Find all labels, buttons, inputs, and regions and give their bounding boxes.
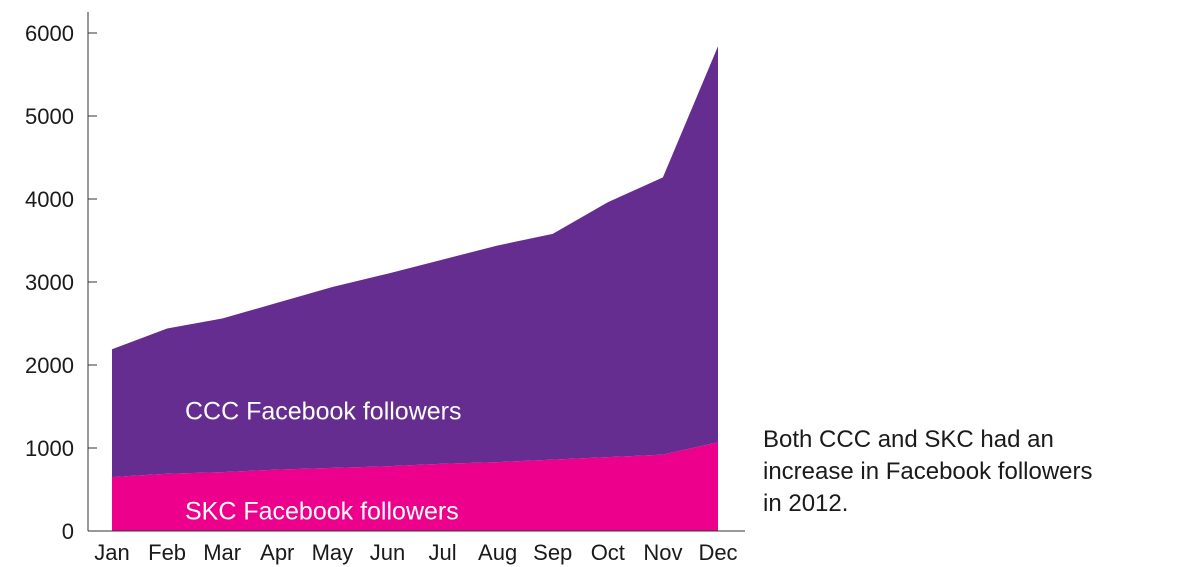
y-tick-label: 3000	[25, 270, 74, 295]
chart-areas	[111, 46, 719, 531]
y-tick-label: 2000	[25, 353, 74, 378]
x-tick-label: Jan	[94, 540, 129, 565]
y-tick-label: 4000	[25, 187, 74, 212]
y-tick-label: 6000	[25, 21, 74, 46]
x-tick-label: Oct	[591, 540, 625, 565]
area-series-0	[112, 442, 718, 531]
x-tick-label: Sep	[533, 540, 572, 565]
annotation-line: in 2012.	[763, 490, 849, 517]
chart-annotation: Both CCC and SKC had an increase in Face…	[763, 424, 1203, 520]
annotation-line: increase in Facebook followers	[763, 458, 1093, 485]
annotation-line: Both CCC and SKC had an	[763, 426, 1054, 453]
x-tick-label: Dec	[698, 540, 737, 565]
x-tick-label: Apr	[260, 540, 294, 565]
x-tick-label: Aug	[478, 540, 517, 565]
area-series-1	[112, 46, 718, 478]
chart-labels: SKC Facebook followers CCC Facebook follo…	[185, 398, 462, 526]
x-tick-label: Nov	[643, 540, 682, 565]
x-tick-label: Mar	[203, 540, 241, 565]
x-tick-label: Feb	[148, 540, 186, 565]
chart-axes: 0 1000 2000 3000 4000 5000 6000 Jan Feb Mar Apr May…	[25, 12, 745, 565]
x-tick-label: May	[312, 540, 354, 565]
x-tick-label: Jun	[370, 540, 405, 565]
series-label-1: CCC Facebook followers	[185, 398, 462, 426]
series-label-0: SKC Facebook followers	[185, 497, 459, 525]
y-tick-label: 1000	[25, 436, 74, 461]
y-tick-label: 5000	[25, 104, 74, 129]
x-tick-label: Jul	[428, 540, 456, 565]
y-tick-label: 0	[62, 519, 74, 544]
